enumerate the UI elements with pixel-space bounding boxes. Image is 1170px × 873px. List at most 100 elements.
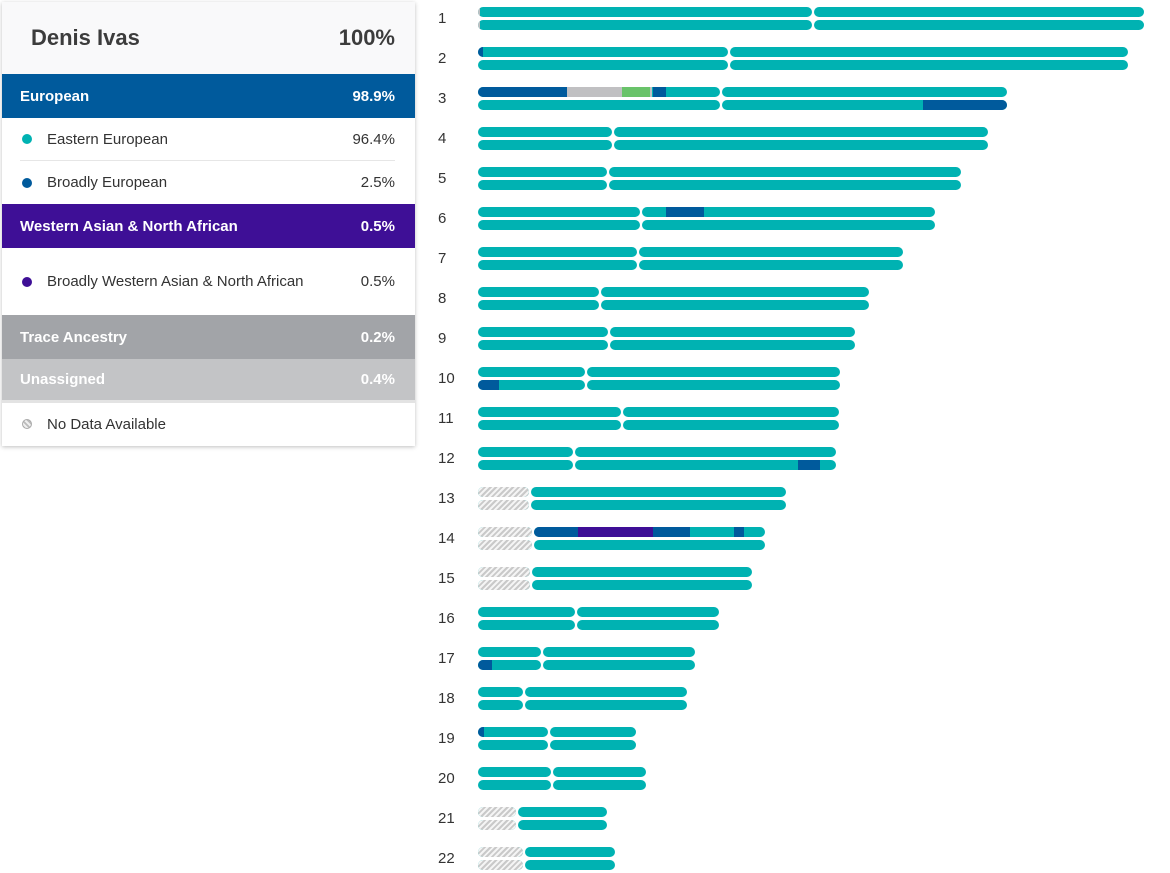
chromosome-arm-q[interactable] — [550, 740, 636, 750]
chromosome-arm-q[interactable] — [610, 340, 855, 350]
chromosome-arm-p[interactable] — [478, 60, 728, 70]
chromosome-arm-q[interactable] — [587, 380, 840, 390]
chromosome-arm-p[interactable] — [478, 20, 812, 30]
chromosome-arm-q[interactable] — [518, 820, 607, 830]
chromosome-arm-p[interactable] — [478, 807, 516, 817]
chromosome-arm-q[interactable] — [543, 647, 695, 657]
chromosome-arm-p[interactable] — [478, 140, 612, 150]
chromosome-arm-q[interactable] — [553, 767, 646, 777]
category-trace-ancestry[interactable]: Trace Ancestry 0.2% — [2, 315, 415, 359]
chromosome-arm-q[interactable] — [639, 260, 903, 270]
chromosome-arm-q[interactable] — [601, 300, 869, 310]
chromosome-arm-p[interactable] — [478, 607, 575, 617]
subregion-broadly-wana[interactable]: Broadly Western Asian & North African 0.… — [20, 248, 395, 315]
chromosome-arm-q[interactable] — [534, 540, 765, 550]
chromosome-arm-p[interactable] — [478, 100, 720, 110]
no-data-segment — [478, 500, 529, 510]
chromosome-arm-q[interactable] — [722, 100, 1007, 110]
chromosome-arm-q[interactable] — [642, 220, 935, 230]
chromosome-arm-q[interactable] — [531, 500, 786, 510]
chromosome-arm-p[interactable] — [478, 500, 529, 510]
chromosome-arm-q[interactable] — [525, 687, 687, 697]
chromosome-arm-q[interactable] — [639, 247, 903, 257]
chromosome-arm-q[interactable] — [814, 20, 1144, 30]
chromosome-arm-q[interactable] — [577, 620, 719, 630]
chromosome-arm-q[interactable] — [814, 7, 1144, 17]
chromosome-arm-q[interactable] — [623, 407, 839, 417]
chromosome-arm-p[interactable] — [478, 207, 640, 217]
chromosome-arm-p[interactable] — [478, 700, 523, 710]
chromosome-arm-p[interactable] — [478, 687, 523, 697]
category-western-asian-north-african[interactable]: Western Asian & North African 0.5% — [2, 204, 415, 248]
chromosome-arm-p[interactable] — [478, 380, 585, 390]
chromosome-arm-q[interactable] — [722, 87, 1007, 97]
chromosome-arm-p[interactable] — [478, 540, 532, 550]
category-unassigned[interactable]: Unassigned 0.4% — [2, 359, 415, 403]
chromosome-arm-q[interactable] — [730, 60, 1128, 70]
chromosome-arm-p[interactable] — [478, 620, 575, 630]
chromosome-arm-q[interactable] — [532, 580, 752, 590]
chromosome-arm-q[interactable] — [614, 140, 988, 150]
category-label: Western Asian & North African — [20, 217, 238, 235]
chromosome-arm-p[interactable] — [478, 127, 612, 137]
subregion-eastern-european[interactable]: Eastern European 96.4% — [20, 118, 395, 161]
chromosome-arm-p[interactable] — [478, 327, 608, 337]
chromosome-arm-p[interactable] — [478, 287, 599, 297]
chromosome-arm-q[interactable] — [587, 367, 840, 377]
chromosome-arm-q[interactable] — [642, 207, 935, 217]
chromosome-arm-p[interactable] — [478, 727, 548, 737]
chromosome-arm-q[interactable] — [623, 420, 839, 430]
chromosome-arm-p[interactable] — [478, 580, 530, 590]
chromosome-copy-1 — [478, 647, 695, 657]
chromosome-arm-q[interactable] — [575, 460, 836, 470]
chromosome-arm-p[interactable] — [478, 647, 541, 657]
chromosome-arm-q[interactable] — [614, 127, 988, 137]
chromosome-arm-p[interactable] — [478, 340, 608, 350]
chromosome-arm-q[interactable] — [550, 727, 636, 737]
chromosome-arm-p[interactable] — [478, 367, 585, 377]
chromosome-arm-p[interactable] — [478, 847, 523, 857]
chromosome-arm-p[interactable] — [478, 247, 637, 257]
chromosome-arm-p[interactable] — [478, 487, 529, 497]
chromosome-arm-p[interactable] — [478, 460, 573, 470]
chromosome-arm-p[interactable] — [478, 87, 720, 97]
chromosome-arm-q[interactable] — [518, 807, 607, 817]
chromosome-arm-p[interactable] — [478, 820, 516, 830]
chromosome-arm-q[interactable] — [553, 780, 646, 790]
chromosome-row: 14 — [430, 527, 1170, 553]
chromosome-arm-p[interactable] — [478, 420, 621, 430]
chromosome-arm-q[interactable] — [543, 660, 695, 670]
chromosome-arm-p[interactable] — [478, 300, 599, 310]
chromosome-arm-q[interactable] — [601, 287, 869, 297]
chromosome-arm-p[interactable] — [478, 567, 530, 577]
chromosome-arm-p[interactable] — [478, 660, 541, 670]
chromosome-copy-2 — [478, 700, 687, 710]
category-european[interactable]: European 98.9% — [2, 74, 415, 118]
chromosome-arm-q[interactable] — [525, 847, 615, 857]
chromosome-arm-q[interactable] — [730, 47, 1128, 57]
chromosome-arm-p[interactable] — [478, 220, 640, 230]
chromosome-arm-p[interactable] — [478, 180, 607, 190]
chromosome-arm-p[interactable] — [478, 740, 548, 750]
chromosome-arm-q[interactable] — [531, 487, 786, 497]
chromosome-arm-q[interactable] — [610, 327, 855, 337]
chromosome-arm-p[interactable] — [478, 780, 551, 790]
chromosome-arm-q[interactable] — [575, 447, 836, 457]
chromosome-arm-p[interactable] — [478, 767, 551, 777]
chromosome-arm-p[interactable] — [478, 7, 812, 17]
chromosome-arm-p[interactable] — [478, 47, 728, 57]
chromosome-arm-p[interactable] — [478, 860, 523, 870]
chromosome-arm-q[interactable] — [525, 860, 615, 870]
subregion-broadly-european[interactable]: Broadly European 2.5% — [20, 161, 395, 204]
chromosome-arm-q[interactable] — [532, 567, 752, 577]
chromosome-arm-p[interactable] — [478, 527, 532, 537]
chromosome-arm-q[interactable] — [609, 167, 961, 177]
chromosome-arm-p[interactable] — [478, 407, 621, 417]
chromosome-arm-p[interactable] — [478, 260, 637, 270]
chromosome-arm-q[interactable] — [525, 700, 687, 710]
chromosome-arm-q[interactable] — [577, 607, 719, 617]
chromosome-arm-p[interactable] — [478, 447, 573, 457]
chromosome-arm-q[interactable] — [534, 527, 765, 537]
chromosome-arm-p[interactable] — [478, 167, 607, 177]
chromosome-arm-q[interactable] — [609, 180, 961, 190]
